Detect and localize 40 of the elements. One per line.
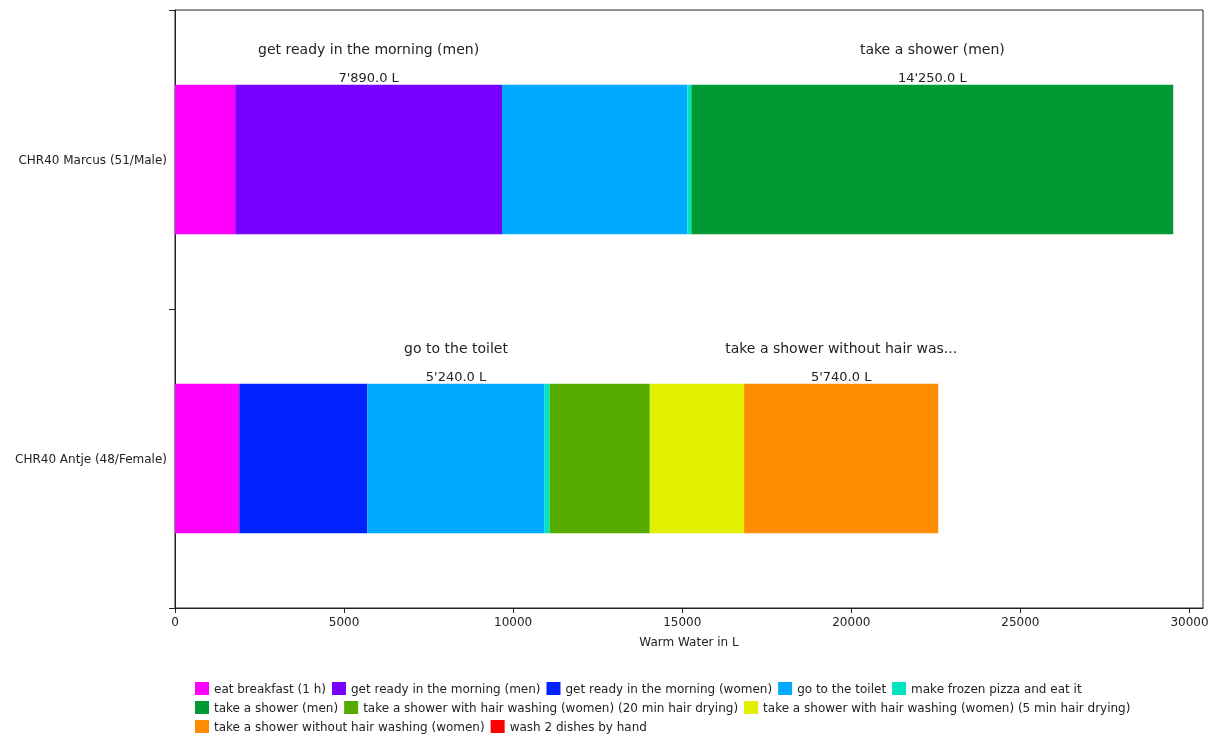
legend-label: wash 2 dishes by hand [509,719,647,734]
legend-label: take a shower with hair washing (women) (5 min hair drying) [763,700,1131,715]
y-tick-label: CHR40 Antje (48/Female) [15,451,167,466]
data-label: 7'890.0 L [338,69,400,85]
annotation: go to the toilet [404,339,509,356]
bar [175,383,240,534]
x-tick-label: 30000 [1170,615,1209,629]
bar [691,84,1174,235]
annotation: take a shower without hair was... [725,339,958,356]
data-label: 5'740.0 L [810,368,873,384]
legend-label: take a shower (men) [214,700,339,715]
bar [549,383,650,534]
legend-label: take a shower with hair washing (women) (20 min hair drying) [363,700,739,715]
y-tick-label: CHR40 Marcus (51/Male) [18,152,167,167]
bar [744,383,939,534]
legend-label: eat breakfast (1 h) [214,681,326,696]
annotation: take a shower (men) [859,40,1005,57]
x-tick-label: 25000 [1001,615,1040,629]
x-tick-label: 0 [171,615,179,629]
bar [649,383,745,534]
annotation: get ready in the morning (men) [258,40,480,57]
legend-label: get ready in the morning (women) [565,681,773,696]
legend-label: go to the toilet [797,681,887,696]
x-axis-title: Warm Water in L [639,635,740,649]
bar [175,84,236,235]
bar [235,84,502,235]
legend-label: take a shower without hair washing (women) [214,719,485,734]
legend-label: get ready in the morning (men) [351,681,541,696]
x-tick-label: 10000 [494,615,533,629]
legend-label: make frozen pizza and eat it [911,681,1082,696]
data-label: 5'240.0 L [425,368,487,384]
bar [687,84,692,235]
x-tick-label: 5000 [328,615,360,629]
data-label: 14'250.0 L [897,69,968,85]
bar [502,84,688,235]
x-tick-label: 15000 [663,615,702,629]
bar [239,383,368,534]
x-tick-label: 20000 [832,615,871,629]
bar [367,383,545,534]
bar [544,383,550,534]
